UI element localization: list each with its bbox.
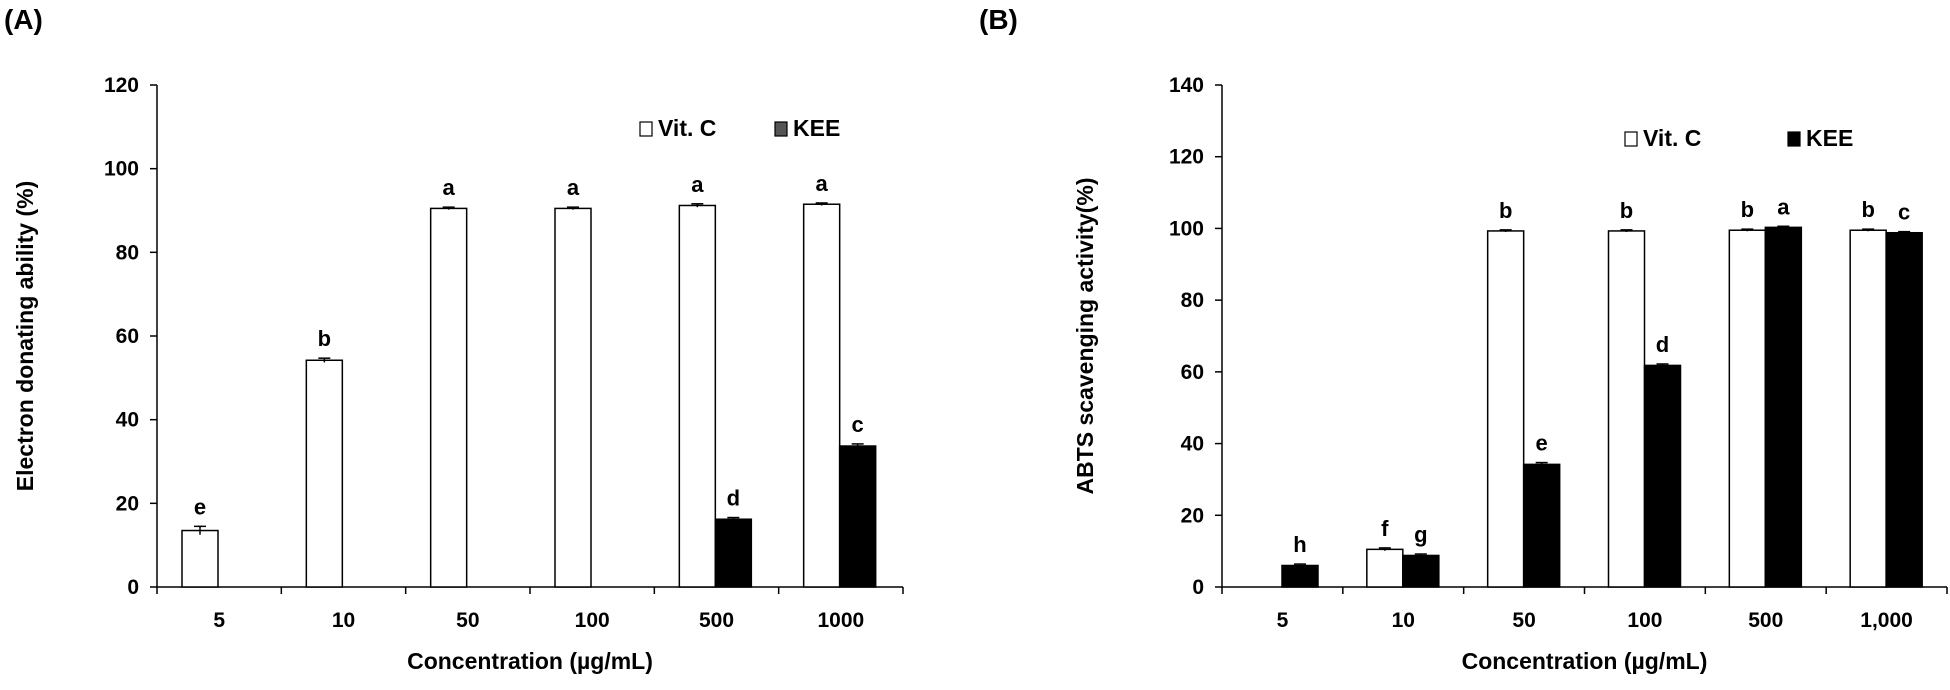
x-tick-label: 100 — [1627, 609, 1662, 632]
y-tick-label: 80 — [1181, 289, 1204, 312]
y-axis-title: ABTS scavenging activity(%) — [1072, 178, 1098, 495]
significance-letter: b — [1861, 197, 1874, 222]
legend-swatch — [1624, 131, 1638, 147]
y-tick-label: 140 — [1169, 74, 1204, 97]
panel-label: (B) — [979, 4, 1018, 35]
significance-letter: d — [727, 486, 740, 511]
significance-letter: d — [1656, 332, 1669, 357]
y-axis-title: Electron donating ability (%) — [12, 181, 38, 492]
bar — [305, 359, 344, 588]
bar — [1764, 226, 1803, 588]
bar-chart-b: 0 20 40 60 80 100 120 140 5 10 50 100 500 1,000 Concen… — [1072, 74, 1948, 674]
y-tick-label: 80 — [116, 241, 139, 264]
x-tick-label: 50 — [456, 609, 479, 632]
bar — [802, 203, 841, 588]
legend-label: KEE — [793, 115, 840, 141]
bar — [1402, 554, 1440, 588]
x-tick-label: 10 — [1392, 609, 1415, 632]
bar — [1607, 230, 1646, 588]
x-tick-label: 100 — [575, 609, 610, 632]
bar — [678, 204, 717, 588]
significance-letter: f — [1381, 516, 1389, 541]
bar — [1885, 231, 1923, 588]
significance-letter: c — [1898, 200, 1910, 225]
significance-letter: a — [816, 171, 829, 196]
bar — [1522, 463, 1561, 588]
y-tick-label: 40 — [116, 409, 139, 432]
significance-letter: a — [691, 172, 704, 197]
significance-letter: b — [1620, 198, 1633, 223]
significance-letter: a — [443, 175, 456, 200]
y-tick-label: 120 — [104, 74, 139, 97]
significance-letter: e — [194, 494, 206, 519]
significance-letter: g — [1414, 522, 1427, 547]
x-tick-label: 5 — [213, 609, 225, 632]
significance-letter: c — [852, 412, 864, 437]
y-tick-label: 60 — [116, 325, 139, 348]
significance-letter: e — [1536, 431, 1548, 456]
significance-letter: h — [1293, 532, 1306, 557]
x-axis-title: Concentration (µg/mL) — [407, 648, 653, 674]
chart-panel-a: (A) 0 20 40 60 80 100 120 5 10 50 100 500 1000 Concen… — [4, 4, 904, 674]
y-tick-label: 20 — [116, 492, 139, 515]
bar — [714, 518, 753, 588]
bar — [1849, 229, 1887, 588]
bar — [554, 207, 592, 588]
panel-label: (A) — [4, 4, 43, 35]
significance-letter: b — [1499, 198, 1512, 223]
legend-label: Vit. C — [658, 115, 716, 141]
bar-chart-a: 0 20 40 60 80 100 120 5 10 50 100 500 1000 Concentrat… — [12, 74, 904, 674]
legend-label: KEE — [1806, 125, 1853, 151]
y-tick-label: 0 — [127, 576, 139, 599]
y-tick-label: 60 — [1181, 361, 1204, 384]
y-tick-label: 40 — [1181, 433, 1204, 456]
bar — [1643, 364, 1682, 588]
chart-panel-b: (B) 0 20 40 60 80 100 120 140 5 10 50 100 500 1,000 Co… — [975, 0, 1950, 690]
bar — [1486, 230, 1525, 588]
y-tick-label: 100 — [1169, 217, 1204, 240]
x-tick-label: 50 — [1512, 609, 1535, 632]
legend-swatch — [639, 121, 653, 137]
significance-letter: a — [567, 175, 580, 200]
x-tick-label: 1,000 — [1860, 609, 1913, 632]
significance-letter: b — [1741, 197, 1754, 222]
bar — [838, 445, 877, 588]
legend-label: Vit. C — [1643, 125, 1701, 151]
y-tick-label: 20 — [1181, 504, 1204, 527]
bar — [181, 529, 219, 588]
legend-swatch — [1787, 131, 1801, 147]
significance-letter: b — [318, 326, 331, 351]
y-tick-label: 0 — [1192, 576, 1204, 599]
x-tick-label: 1000 — [817, 609, 864, 632]
bar — [429, 207, 468, 588]
bar — [1281, 564, 1319, 588]
x-tick-label: 5 — [1277, 609, 1289, 632]
x-tick-label: 10 — [332, 609, 355, 632]
x-axis-title: Concentration (µg/mL) — [1462, 648, 1708, 674]
x-tick-label: 500 — [699, 609, 734, 632]
x-tick-label: 500 — [1748, 609, 1783, 632]
y-tick-label: 120 — [1169, 146, 1204, 169]
legend-swatch — [774, 121, 788, 137]
significance-letter: a — [1777, 194, 1790, 219]
bar — [1366, 548, 1404, 588]
y-tick-label: 100 — [104, 158, 139, 181]
bar — [1728, 229, 1767, 588]
